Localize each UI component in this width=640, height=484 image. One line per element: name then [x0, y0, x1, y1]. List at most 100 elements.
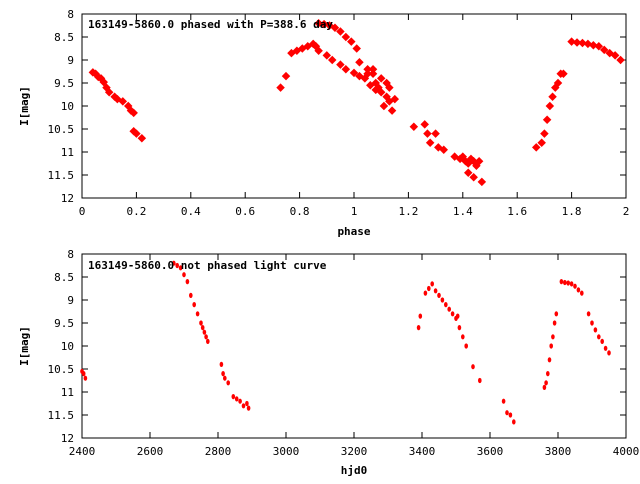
- data-point: [376, 74, 386, 83]
- data-point: [474, 156, 484, 166]
- x-tick-label: 3600: [477, 445, 504, 458]
- data-points: [88, 18, 625, 187]
- data-point: [314, 46, 323, 56]
- y-tick-label: 9: [67, 54, 74, 67]
- data-point: [199, 320, 203, 326]
- data-point: [238, 398, 242, 404]
- data-point: [440, 297, 445, 303]
- data-point: [542, 115, 552, 125]
- data-point: [551, 334, 555, 340]
- data-point: [461, 334, 465, 340]
- data-point: [418, 313, 423, 319]
- data-point: [118, 97, 128, 106]
- data-point: [505, 410, 509, 416]
- data-point: [573, 283, 577, 289]
- data-point: [593, 327, 598, 333]
- data-point: [455, 313, 460, 319]
- panel-2: 2400 2600 2800 3000 3200 3400 3600 3800 4000 8 8.5…: [18, 248, 639, 477]
- data-point: [607, 350, 611, 356]
- panel-1: 0 0.2 0.4 0.6 0.8 1 1.2 1.4 1.6 1.8 2 8 8.5 9 9.5 10 10.…: [18, 8, 629, 238]
- data-point: [182, 272, 186, 278]
- data-point: [276, 83, 285, 92]
- data-point: [547, 357, 552, 363]
- data-point: [501, 398, 506, 404]
- data-point: [478, 377, 482, 384]
- y-axis-label: I[mag]: [18, 326, 31, 366]
- data-point: [355, 58, 364, 67]
- data-point: [464, 343, 469, 349]
- y-tick-label: 12: [61, 192, 74, 205]
- data-point: [447, 306, 452, 312]
- data-point: [548, 92, 557, 102]
- data-point: [245, 400, 249, 407]
- y-tick-label: 8: [67, 8, 74, 21]
- data-point: [363, 64, 372, 74]
- y-tick-label: 12: [61, 432, 74, 445]
- data-point: [431, 129, 440, 138]
- data-point: [580, 290, 584, 296]
- y-tick-label: 10: [61, 100, 74, 113]
- data-point: [137, 133, 147, 143]
- x-tick-label: 0.4: [181, 205, 201, 218]
- data-point: [204, 334, 208, 340]
- data-point: [368, 64, 378, 74]
- data-point: [423, 290, 428, 296]
- y-tick-label: 8.5: [54, 31, 74, 44]
- data-point: [545, 101, 555, 111]
- data-point: [185, 279, 190, 285]
- x-tick-label: 0: [79, 205, 86, 218]
- data-point: [341, 32, 351, 42]
- x-tick-label: 1: [351, 205, 358, 218]
- x-tick-label: 2400: [69, 445, 96, 458]
- data-point: [349, 68, 359, 78]
- data-point: [341, 64, 351, 74]
- data-point: [336, 27, 345, 36]
- data-point: [416, 325, 421, 331]
- data-point: [433, 288, 438, 294]
- y-tick-label: 10.5: [48, 363, 75, 376]
- x-tick-label: 4000: [613, 445, 640, 458]
- data-point: [563, 279, 567, 286]
- data-point: [200, 325, 205, 331]
- data-point: [363, 69, 372, 79]
- data-point: [172, 260, 176, 266]
- x-tick-label: 3400: [409, 445, 436, 458]
- x-tick-label: 3200: [341, 445, 368, 458]
- y-axis-label: I[mag]: [18, 86, 31, 126]
- x-axis-label: hjd0: [341, 464, 368, 477]
- data-point: [437, 292, 441, 298]
- y-tick-label: 9: [67, 294, 74, 307]
- data-point: [427, 285, 431, 292]
- data-point: [600, 338, 604, 344]
- data-point: [597, 334, 601, 340]
- data-point: [566, 280, 570, 286]
- y-tick-label: 8: [67, 248, 74, 261]
- data-point: [221, 371, 225, 377]
- data-point: [554, 311, 559, 317]
- data-point: [223, 375, 227, 381]
- data-point: [368, 69, 378, 79]
- data-point: [586, 311, 591, 317]
- chart-title: 163149-5860.0 not phased light curve: [88, 259, 327, 272]
- data-point: [420, 120, 429, 129]
- x-tick-label: 3800: [545, 445, 572, 458]
- data-point: [387, 106, 397, 115]
- data-point: [512, 419, 516, 425]
- y-tick-label: 10: [61, 340, 74, 353]
- data-point: [477, 177, 487, 187]
- data-point: [322, 51, 332, 60]
- plot-frame: [81, 253, 627, 439]
- x-tick-label: 0.6: [235, 205, 255, 218]
- data-point: [347, 37, 356, 46]
- data-point: [202, 329, 207, 335]
- data-point: [129, 108, 138, 118]
- y-tick-label: 9.5: [54, 317, 74, 330]
- data-point: [189, 292, 193, 298]
- x-tick-label: 1.6: [507, 205, 527, 218]
- data-point: [246, 405, 251, 411]
- x-tick-label: 2600: [137, 445, 164, 458]
- data-point: [552, 320, 557, 326]
- x-tick-label: 2800: [205, 445, 232, 458]
